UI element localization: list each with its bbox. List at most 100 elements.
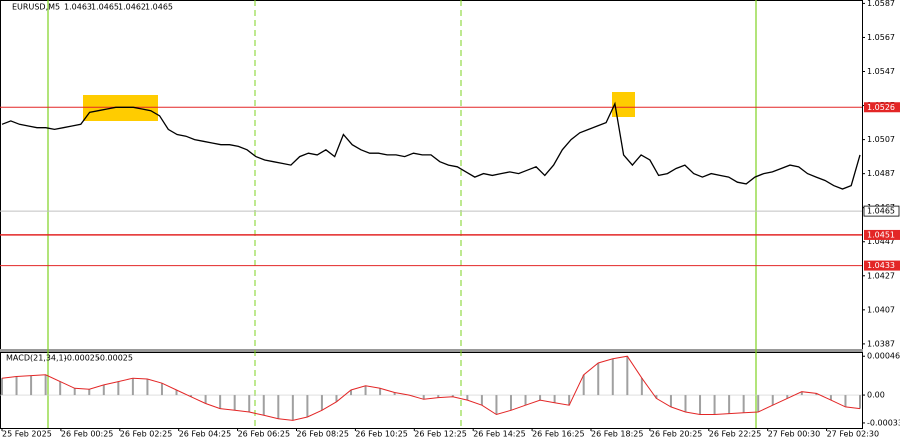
x-tick-label: 25 Feb 2025 [2,430,52,439]
macd-bar [757,395,760,412]
level-label: 1.0433 [867,261,895,270]
macd-y-tick-label: 0.00 [867,391,885,400]
macd-bar [815,393,818,396]
y-tick-label: 1.0447 [867,237,895,246]
y-tick-label: 1.0407 [867,305,895,314]
macd-bar [466,395,469,401]
x-tick-label: 27 Feb 02:30 [827,430,879,439]
macd-bar [582,374,585,396]
macd-bar [44,374,47,396]
macd-bar [800,391,803,396]
x-tick-label: 26 Feb 02:25 [120,430,172,439]
macd-bar [437,395,440,398]
y-tick-label: 1.0487 [867,169,895,178]
macd-bar [306,395,309,418]
macd-bar [30,375,33,396]
highlight-box [83,95,158,121]
x-tick-label: 26 Feb 20:25 [650,430,702,439]
x-tick-label: 26 Feb 08:25 [297,430,349,439]
y-tick-label: 1.0387 [867,339,895,348]
macd-bar [655,395,658,399]
macd-bar [859,395,861,409]
x-tick-label: 26 Feb 12:25 [414,430,466,439]
macd-bar [131,378,134,396]
macd-bar [786,395,789,399]
macd-bar [713,395,716,415]
macd-bar [495,395,498,415]
ohlc-value: 1.0462 [118,3,146,12]
macd-bar [102,384,105,396]
macd-bar [320,395,323,411]
macd-y-tick-label: 0.00046 [867,352,900,361]
macd-bar [379,388,382,396]
macd-bar [190,395,193,397]
current-price-label: 1.0465 [867,207,895,216]
macd-readout: -0.00025 [97,354,133,363]
highlight-box [612,92,635,117]
macd-bar [219,395,222,409]
y-tick-label: 1.0427 [867,271,895,280]
macd-bar [669,395,672,407]
macd-bar [393,392,396,396]
macd-bar [699,395,702,415]
price-line [1,101,861,190]
level-label-box [864,102,900,113]
macd-bar [248,395,251,412]
macd-bar [146,379,149,396]
macd-bar [335,395,338,402]
level-label-box [864,260,900,271]
macd-bar [291,395,294,421]
macd-label: MACD(21,34,1) [6,354,67,363]
macd-panel [0,352,863,429]
macd-bar [262,395,265,416]
ohlc-value: 1.0463 [64,3,92,12]
x-tick-label: 27 Feb 00:30 [768,430,820,439]
macd-bar [117,381,120,396]
macd-bar [509,395,512,411]
macd-bar [640,378,643,396]
macd-bar [364,385,367,396]
macd-readout: -0.00025 [64,354,100,363]
macd-bar [59,381,62,396]
level-label-box [864,229,900,240]
x-tick-label: 26 Feb 04:25 [179,430,231,439]
ohlc-value: 1.0465 [145,3,173,12]
macd-bar [350,390,353,396]
x-tick-label: 26 Feb 10:25 [355,430,407,439]
macd-y-tick-label: -0.00033 [867,418,900,427]
macd-bar [480,395,483,406]
macd-bar [233,395,236,411]
macd-bar [1,378,3,396]
price-panel [0,0,863,350]
current-price-box [863,205,900,217]
macd-bar [597,362,600,396]
macd-bar [524,395,527,406]
macd-bar [451,395,454,397]
macd-bar [15,376,18,396]
macd-bar [684,395,687,412]
x-tick-label: 26 Feb 06:25 [238,430,290,439]
y-tick-label: 1.0507 [867,135,895,144]
macd-bar [568,395,571,406]
macd-bar [728,395,731,414]
macd-bar [553,395,556,403]
y-tick-label: 1.0567 [867,33,895,42]
macd-bar [771,395,774,406]
macd-bar [611,358,614,396]
macd-bar [175,390,178,396]
ohlc-value: 1.0465 [91,3,119,12]
macd-bar [626,356,629,396]
macd-bar [204,395,207,404]
macd-bar [829,395,832,401]
x-tick-label: 26 Feb 16:25 [532,430,584,439]
y-tick-label: 1.0547 [867,67,895,76]
macd-signal-line [1,355,861,421]
x-tick-label: 26 Feb 18:25 [591,430,643,439]
x-tick-label: 26 Feb 00:25 [61,430,113,439]
level-label: 1.0526 [867,103,895,112]
macd-bar [539,395,542,401]
macd-bar [73,388,76,396]
x-tick-label: 26 Feb 14:25 [473,430,525,439]
macd-bar [160,383,163,396]
